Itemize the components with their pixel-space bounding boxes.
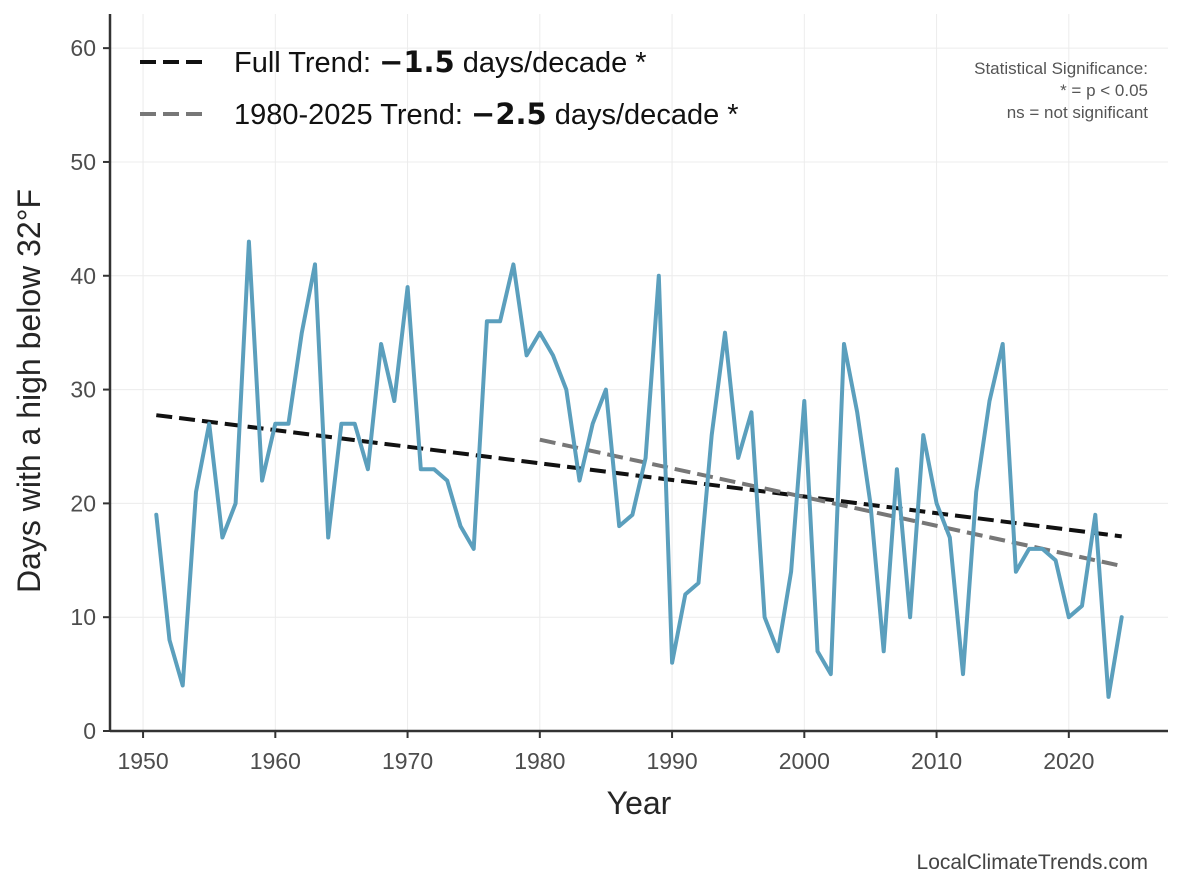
legend-label-prefix: Full Trend: (234, 47, 379, 79)
y-tick-label: 0 (83, 718, 96, 744)
legend-label-prefix: 1980-2025 Trend: (234, 99, 471, 131)
y-tick-label: 20 (70, 490, 96, 516)
x-axis-title: Year (607, 785, 672, 821)
y-ticks: 0 10 20 30 40 50 60 (70, 35, 110, 744)
significance-line-3: ns = not significant (1007, 103, 1149, 122)
significance-note: Statistical Significance: * = p < 0.05 n… (974, 59, 1148, 122)
x-tick-label: 1950 (117, 748, 168, 774)
data-series (154, 239, 1124, 699)
legend-label-suffix: days/decade * (455, 47, 647, 79)
x-ticks: 1950 1960 1970 1980 1990 2000 2010 2020 (117, 731, 1094, 774)
legend-label-suffix: days/decade * (547, 99, 739, 131)
y-axis-title: Days with a high below 32°F (11, 189, 47, 593)
trend-line-1 (156, 413, 1122, 539)
x-tick-label: 2020 (1043, 748, 1094, 774)
x-tick-label: 1970 (382, 748, 433, 774)
legend-label-2: 1980-2025 Trend: −2.5 days/decade * (234, 97, 739, 131)
y-tick-label: 10 (70, 604, 96, 630)
trend-lines (156, 413, 1123, 568)
grid (110, 14, 1168, 732)
trend-line-2 (539, 437, 1123, 568)
x-tick-label: 1960 (250, 748, 301, 774)
series-line-1 (154, 239, 1124, 699)
axes (108, 14, 1168, 733)
significance-line-2: * = p < 0.05 (1060, 81, 1148, 100)
y-tick-label: 30 (70, 377, 96, 403)
credit: LocalClimateTrends.com (917, 851, 1148, 874)
legend: Full Trend: −1.5 days/decade *1980-2025 … (140, 45, 739, 131)
x-tick-label: 1980 (514, 748, 565, 774)
significance-line-1: Statistical Significance: (974, 59, 1148, 78)
legend-trend-value: −1.5 (379, 45, 455, 79)
y-tick-label: 60 (70, 35, 96, 61)
y-tick-label: 50 (70, 149, 96, 175)
legend-label-1: Full Trend: −1.5 days/decade * (234, 45, 647, 79)
y-tick-label: 40 (70, 263, 96, 289)
legend-trend-value: −2.5 (471, 97, 547, 131)
x-tick-label: 2000 (779, 748, 830, 774)
x-tick-label: 1990 (646, 748, 697, 774)
x-tick-label: 2010 (911, 748, 962, 774)
